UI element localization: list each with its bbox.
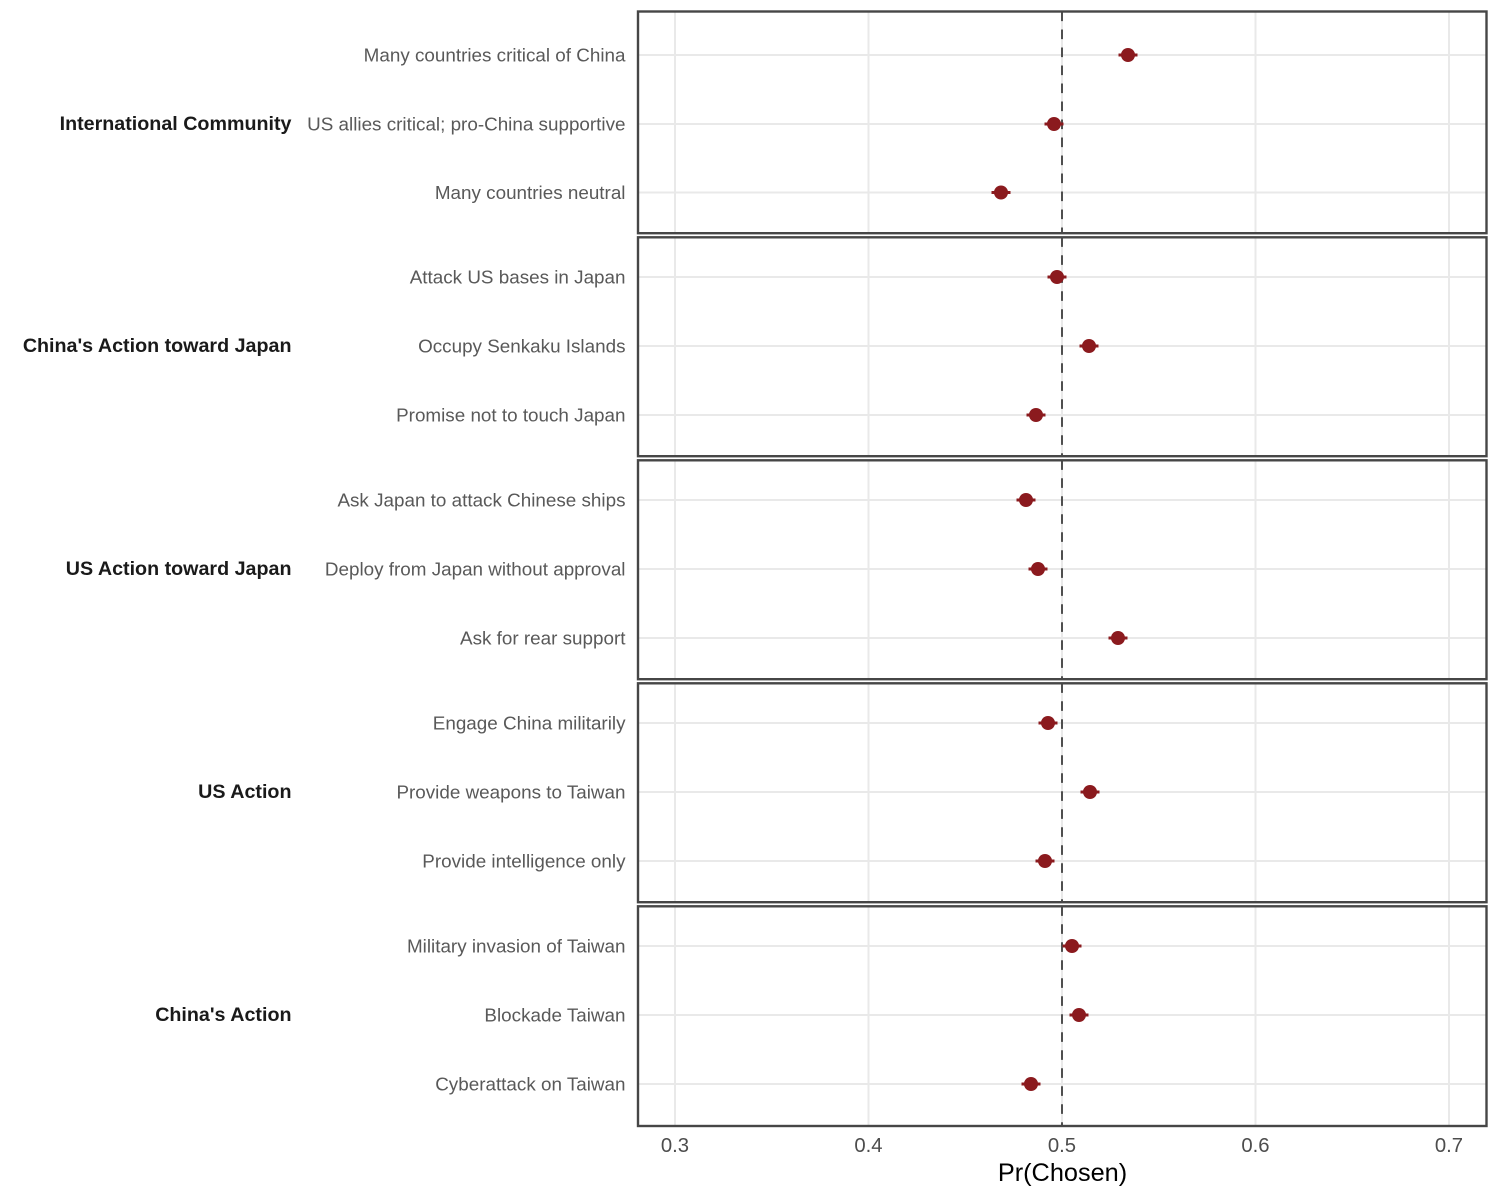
svg-text:China's Action: China's Action — [155, 1004, 291, 1026]
svg-text:Ask Japan to attack Chinese sh: Ask Japan to attack Chinese ships — [337, 490, 625, 511]
svg-text:Attack US bases in Japan: Attack US bases in Japan — [410, 267, 626, 288]
svg-text:0.7: 0.7 — [1435, 1135, 1463, 1157]
svg-text:Provide weapons to Taiwan: Provide weapons to Taiwan — [396, 782, 625, 803]
svg-text:US allies critical; pro-China: US allies critical; pro-China supportive — [307, 114, 625, 135]
svg-text:US Action: US Action — [198, 781, 291, 803]
svg-text:Many countries neutral: Many countries neutral — [435, 182, 626, 203]
svg-text:0.5: 0.5 — [1048, 1135, 1076, 1157]
svg-text:China's Action toward Japan: China's Action toward Japan — [23, 335, 292, 357]
svg-text:Ask for rear support: Ask for rear support — [460, 628, 626, 649]
svg-text:Many countries critical of Chi: Many countries critical of China — [364, 45, 626, 66]
svg-text:Engage China militarily: Engage China militarily — [433, 713, 626, 734]
svg-text:Promise not to touch Japan: Promise not to touch Japan — [396, 405, 625, 426]
svg-text:US Action toward Japan: US Action toward Japan — [66, 558, 292, 580]
svg-text:Provide intelligence only: Provide intelligence only — [422, 851, 626, 872]
svg-text:0.6: 0.6 — [1241, 1135, 1269, 1157]
svg-text:Pr(Chosen): Pr(Chosen) — [998, 1159, 1127, 1187]
svg-text:Deploy from Japan without appr: Deploy from Japan without approval — [325, 559, 626, 580]
svg-text:Cyberattack on Taiwan: Cyberattack on Taiwan — [435, 1074, 625, 1095]
svg-text:International Community: International Community — [60, 113, 292, 135]
svg-text:Military invasion of Taiwan: Military invasion of Taiwan — [407, 936, 626, 957]
svg-text:0.4: 0.4 — [854, 1135, 882, 1157]
svg-text:0.3: 0.3 — [661, 1135, 689, 1157]
svg-text:Occupy Senkaku Islands: Occupy Senkaku Islands — [418, 336, 625, 357]
svg-text:Blockade Taiwan: Blockade Taiwan — [484, 1005, 625, 1026]
